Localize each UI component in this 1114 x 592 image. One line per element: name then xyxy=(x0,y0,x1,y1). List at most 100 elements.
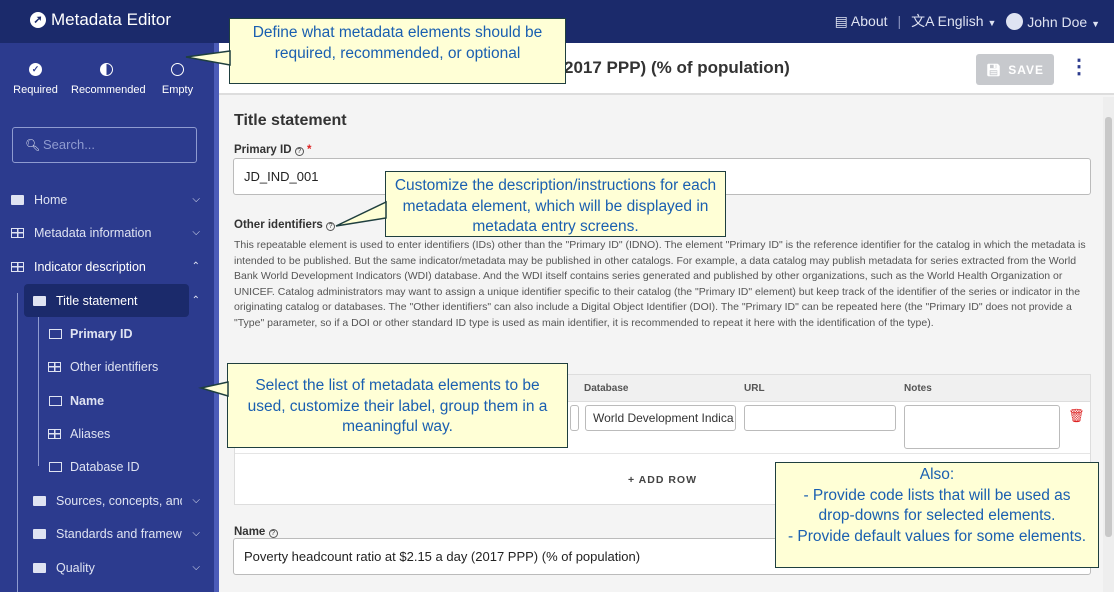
chevron-down-icon: ⌵ xyxy=(192,528,200,539)
column-header-database: Database xyxy=(584,383,629,394)
user-name: John Doe xyxy=(1027,13,1088,30)
search-placeholder: Search... xyxy=(43,137,96,152)
sidebar-item-label: Quality xyxy=(56,560,95,575)
app-brand[interactable]: ➚ Metadata Editor xyxy=(30,10,171,30)
notes-textarea[interactable] xyxy=(904,405,1060,449)
page-title: 2017 PPP) (% of population) xyxy=(564,58,790,77)
filter-empty[interactable]: Empty xyxy=(142,63,213,96)
sidebar: ✓ Required Recommended Empty 🔍︎ Search...… xyxy=(0,43,219,592)
compass-icon: ➚ xyxy=(30,12,46,28)
caret-down-icon: ▼ xyxy=(987,18,997,28)
table-icon xyxy=(11,261,24,272)
main-scrollbar[interactable] xyxy=(1103,97,1114,592)
caret-down-icon: ▼ xyxy=(1091,18,1100,29)
filter-empty-label: Empty xyxy=(161,84,194,96)
callout-text: Define what metadata elements should be … xyxy=(252,24,543,62)
table-icon xyxy=(11,227,24,238)
sidebar-item-primary-id[interactable]: Primary ID xyxy=(0,317,214,350)
document-icon xyxy=(49,395,62,406)
name-label-text: Name xyxy=(234,526,266,538)
tree-line xyxy=(17,293,18,592)
sidebar-item-standards[interactable]: Standards and framewor ⌵ xyxy=(0,517,214,550)
primary-id-value: JD_IND_001 xyxy=(244,169,319,184)
sidebar-item-label: Standards and framewor xyxy=(56,526,182,541)
sidebar-item-name[interactable]: Name xyxy=(0,384,214,417)
primary-id-label-text: Primary ID xyxy=(234,144,292,156)
url-input[interactable] xyxy=(744,405,896,431)
name-label: Name ? xyxy=(234,526,278,538)
callout-pointer xyxy=(198,381,229,398)
element-filters: ✓ Required Recommended Empty xyxy=(0,63,214,96)
column-header-notes: Notes xyxy=(904,383,932,394)
filter-required[interactable]: ✓ Required xyxy=(0,63,71,96)
folder-icon xyxy=(11,194,24,205)
sidebar-item-label: Database ID xyxy=(70,459,140,474)
more-options-icon[interactable]: ⋮ xyxy=(1069,56,1089,78)
database-value: World Development Indica xyxy=(593,411,734,425)
chevron-down-icon: ⌵ xyxy=(192,495,200,506)
other-identifiers-label-text: Other identifiers xyxy=(234,219,323,231)
about-link[interactable]: ▤ About xyxy=(834,12,888,29)
callout-text: - Provide default values for some elemen… xyxy=(787,527,1087,545)
add-row-button[interactable]: + ADD ROW xyxy=(235,453,1090,505)
sidebar-item-label: Sources, concepts, and r xyxy=(56,493,182,508)
folder-open-icon xyxy=(33,295,46,306)
sidebar-item-quality[interactable]: Quality ⌵ xyxy=(0,551,214,584)
save-button[interactable]: 💾︎ SAVE xyxy=(976,54,1054,85)
filter-recommended-label: Recommended xyxy=(71,84,146,96)
floppy-disk-icon: 💾︎ xyxy=(985,62,1003,77)
column-header-url: URL xyxy=(744,383,765,394)
sidebar-item-metadata-information[interactable]: Metadata information ⌵ xyxy=(0,216,214,249)
required-marker: * xyxy=(306,144,312,156)
chevron-down-icon: ⌵ xyxy=(192,194,200,205)
search-icon: 🔍︎ xyxy=(25,138,41,152)
sidebar-item-label: Home xyxy=(34,192,68,207)
language-label: English xyxy=(937,13,984,29)
add-row-label: ADD ROW xyxy=(638,474,697,486)
sidebar-item-aliases[interactable]: Aliases xyxy=(0,417,214,450)
half-circle-icon xyxy=(100,63,113,76)
language-menu[interactable]: 文A English ▼ xyxy=(911,11,996,31)
user-menu[interactable]: John Doe ▼ xyxy=(1006,12,1100,30)
name-value: Poverty headcount ratio at $2.15 a day (… xyxy=(244,549,641,564)
table-icon xyxy=(48,361,61,372)
topbar-separator: | xyxy=(897,13,902,29)
callout-pointer xyxy=(185,50,231,66)
callout-descriptions: Customize the description/instructions f… xyxy=(335,171,726,237)
callout-select-elements: Select the list of metadata elements to … xyxy=(198,363,568,448)
chevron-up-icon: ⌃ xyxy=(191,295,200,306)
user-avatar-icon xyxy=(1006,12,1024,30)
search-input[interactable]: 🔍︎ Search... xyxy=(12,127,197,163)
filter-recommended[interactable]: Recommended xyxy=(71,63,146,96)
database-input[interactable]: World Development Indica xyxy=(585,405,736,431)
other-identifiers-label: Other identifiers ? xyxy=(234,219,336,231)
sidebar-item-other-identifiers[interactable]: Other identifiers xyxy=(0,350,214,383)
check-circle-icon: ✓ xyxy=(29,63,42,76)
sidebar-item-label: Indicator description xyxy=(34,259,146,274)
sidebar-item-home[interactable]: Home ⌵ xyxy=(0,183,214,216)
help-icon[interactable]: ? xyxy=(268,529,278,538)
sidebar-item-indicator-description[interactable]: Indicator description ⌃ xyxy=(0,250,214,283)
trash-icon[interactable]: 🗑︎ xyxy=(1068,408,1085,423)
about-label: About xyxy=(850,12,888,29)
chevron-down-icon: ⌵ xyxy=(192,227,200,238)
folder-icon xyxy=(33,528,46,539)
scrollbar-thumb[interactable] xyxy=(1105,117,1112,537)
tree-line xyxy=(38,316,39,466)
translate-icon: 文A xyxy=(911,13,934,29)
primary-id-label: Primary ID ? * xyxy=(234,144,311,156)
sidebar-item-database-id[interactable]: Database ID xyxy=(0,450,214,483)
help-icon[interactable]: ? xyxy=(294,147,304,156)
help-icon[interactable]: ? xyxy=(326,222,336,231)
callout-text: - Provide code lists that will be used a… xyxy=(803,486,1071,525)
sidebar-item-title-statement[interactable]: Title statement ⌃ xyxy=(24,284,200,317)
sidebar-item-label: Primary ID xyxy=(70,326,133,341)
other-identifiers-description: This repeatable element is used to enter… xyxy=(234,239,1086,329)
table-icon xyxy=(48,428,61,439)
chevron-down-icon: ⌵ xyxy=(192,562,200,573)
sidebar-item-label: Aliases xyxy=(70,426,111,441)
folder-icon xyxy=(33,495,46,506)
sidebar-item-sources[interactable]: Sources, concepts, and r ⌵ xyxy=(0,484,214,517)
type-input[interactable] xyxy=(570,405,579,431)
document-icon xyxy=(49,461,62,472)
